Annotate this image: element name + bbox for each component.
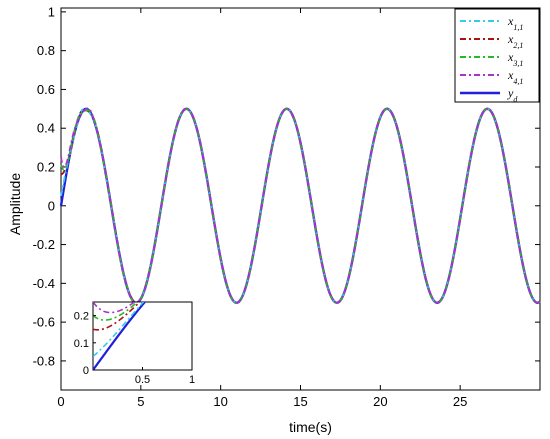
legend-label: x2,1 — [507, 32, 523, 50]
y-tick-label: -0.4 — [33, 276, 55, 291]
legend-label: yd — [507, 86, 518, 104]
legend-label: x3,1 — [507, 50, 523, 68]
x-axis-label: time(s) — [289, 419, 332, 435]
inset-x-tick-label: 0.5 — [135, 374, 150, 386]
series-line-d — [59, 107, 541, 304]
inset-series-line — [93, 302, 139, 321]
legend-box — [454, 8, 540, 103]
legend-label: x4,1 — [507, 68, 523, 86]
inset-y-tick-label: 0.2 — [74, 311, 89, 323]
y-tick-label: 0.4 — [37, 121, 55, 136]
y-axis-label: Amplitude — [7, 173, 23, 235]
y-tick-label: 0.2 — [37, 160, 55, 175]
x-tick-label: 15 — [293, 394, 307, 409]
x-tick-label: 20 — [373, 394, 387, 409]
inset-x-tick-label: 1 — [189, 374, 195, 386]
y-tick-label: 1 — [48, 4, 55, 19]
y-tick-label: 0.6 — [37, 82, 55, 97]
inset-y-tick-label: 0.1 — [74, 338, 89, 350]
inset-plot: 0.5 1 0.2 0.1 0 — [74, 301, 195, 386]
legend: x1,1x2,1x3,1x4,1yd — [454, 8, 540, 104]
inset-frame — [92, 301, 193, 371]
legend-label: x1,1 — [507, 14, 523, 32]
x-tick-label: 25 — [453, 394, 467, 409]
x-tick-label: 5 — [137, 394, 144, 409]
y-tick-label: -0.8 — [33, 353, 55, 368]
x-tick-label: 0 — [57, 394, 64, 409]
y-tick-label: -0.6 — [33, 315, 55, 330]
y-tick-label: 0 — [48, 198, 55, 213]
inset-y-tick-label: 0 — [83, 365, 89, 377]
inset-series-line — [93, 302, 145, 358]
inset-series-line — [93, 302, 147, 370]
y-tick-label: 0.8 — [37, 43, 55, 58]
series-line-4-1 — [60, 107, 541, 304]
y-tick-label: -0.2 — [33, 237, 55, 252]
x-tick-label: 10 — [213, 394, 227, 409]
inset-series-line — [93, 302, 141, 331]
inset-curves — [93, 302, 147, 370]
